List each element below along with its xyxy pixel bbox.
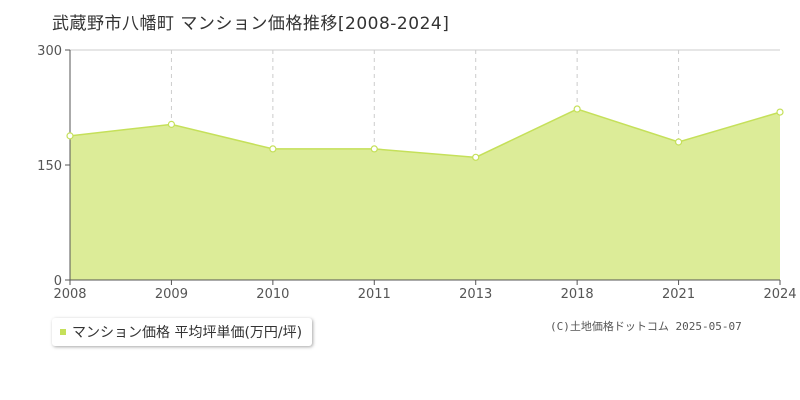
axes — [65, 49, 781, 285]
data-point — [674, 138, 683, 146]
x-tick-label: 2018 — [561, 287, 594, 302]
series-line — [69, 108, 781, 159]
x-tick-label: 2013 — [459, 287, 492, 302]
data-point — [472, 153, 480, 161]
legend-label: マンション価格 平均坪単価(万円/坪) — [72, 325, 303, 341]
y-tick-label: 300 — [37, 44, 62, 59]
y-tick-label: 0 — [54, 274, 62, 289]
data-point — [66, 132, 74, 140]
x-tick-label: 2024 — [763, 287, 796, 302]
data-point — [776, 108, 784, 116]
data-point — [573, 105, 581, 113]
series-area — [70, 109, 780, 281]
data-point — [269, 145, 277, 153]
x-tick-label: 2010 — [256, 287, 289, 302]
x-tick-label: 2008 — [53, 287, 86, 302]
y-tick-label: 150 — [37, 159, 62, 174]
x-tick-label: 2021 — [662, 287, 695, 302]
x-tick-label: 2009 — [155, 287, 188, 302]
area-series — [69, 108, 781, 281]
tick-labels: 0 150 300 2008 2009 2010 2011 2013 2018 2021 2024 — [37, 44, 796, 302]
chart-title: 武蔵野市八幡町 マンション価格推移[2008-2024] — [52, 14, 450, 34]
copyright-text: (C)土地価格ドットコム 2025-05-07 — [550, 320, 742, 333]
x-tick-label: 2011 — [358, 287, 391, 302]
legend-marker — [60, 329, 66, 335]
data-point — [167, 120, 176, 128]
legend: マンション価格 平均坪単価(万円/坪) — [52, 318, 313, 346]
data-points — [66, 105, 784, 161]
data-point — [370, 145, 378, 153]
